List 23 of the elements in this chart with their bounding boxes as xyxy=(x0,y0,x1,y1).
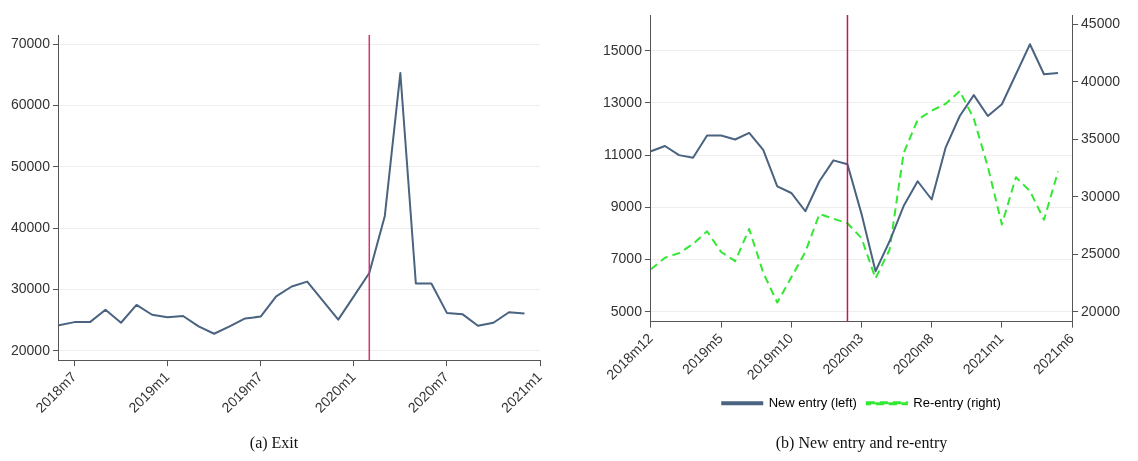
y2-tick-label: 45000 xyxy=(1081,15,1121,32)
y-tick-label: 13000 xyxy=(602,93,643,110)
y-tick-label: 5000 xyxy=(610,302,643,319)
y-tick-label: 30000 xyxy=(10,280,51,297)
legend-label: Re-entry (right) xyxy=(913,394,1001,410)
y-tick-label: 15000 xyxy=(602,41,643,58)
legend-label: New entry (left) xyxy=(768,394,857,410)
line-series xyxy=(650,90,1060,304)
y2-tick-label: 30000 xyxy=(1081,187,1121,204)
y-tick-label: 7000 xyxy=(610,250,643,267)
y-tick-label: 20000 xyxy=(10,341,51,358)
y-tick-label: 60000 xyxy=(10,96,51,113)
y-tick-label: 50000 xyxy=(10,157,51,174)
y2-tick-label: 20000 xyxy=(1081,302,1121,319)
y-tick-label: 11000 xyxy=(604,146,643,162)
text: (b) New entry and re-entry xyxy=(775,433,948,452)
text: (a) Exit xyxy=(249,433,299,452)
y2-tick-label: 25000 xyxy=(1081,245,1121,262)
y2-tick-label: 40000 xyxy=(1081,72,1121,89)
y2-tick-label: 35000 xyxy=(1081,130,1121,147)
y-tick-label: 9000 xyxy=(610,198,643,215)
y-tick-label: 70000 xyxy=(10,35,51,52)
y-tick-label: 40000 xyxy=(10,219,51,236)
